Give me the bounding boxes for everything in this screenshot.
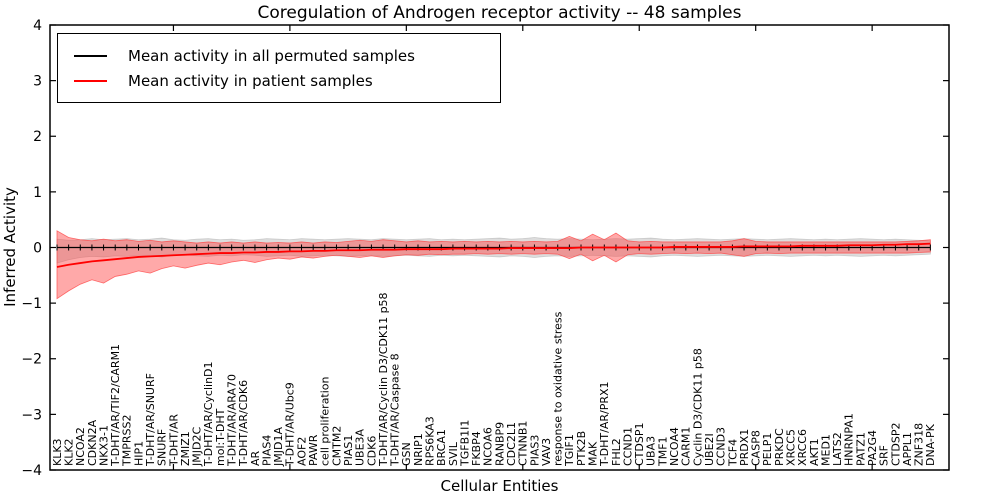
x-tick-label: CCND1 <box>621 427 634 466</box>
y-tick-label: 2 <box>33 129 42 145</box>
x-tick-label: mol:T-DHT <box>214 408 227 466</box>
legend: Mean activity in all permuted samples Me… <box>57 33 501 103</box>
chart-title: Coregulation of Androgen receptor activi… <box>257 3 742 23</box>
x-tick-label: XRCC6 <box>796 429 809 466</box>
legend-label-permuted: Mean activity in all permuted samples <box>128 46 415 65</box>
x-tick-label: FKBP4 <box>470 431 483 466</box>
x-tick-label: HIP1 <box>132 441 145 466</box>
x-tick-label: SVIL <box>447 441 460 466</box>
x-tick-label: PA2G4 <box>866 430 879 466</box>
permuted-line-swatch <box>74 54 107 57</box>
x-tick-label: MED1 <box>819 434 832 466</box>
x-tick-label: T-DHT/AR/Ubc9 <box>284 382 297 467</box>
x-tick-label: MAK <box>587 441 600 466</box>
x-tick-label: PATZ1 <box>854 432 867 466</box>
patient-line-swatch <box>74 79 107 82</box>
x-tick-label: GSN <box>400 442 413 466</box>
x-tick-label: response to oxidative stress <box>552 311 565 466</box>
x-tick-label: T-DHT/AR/TIF2/CARM1 <box>109 344 122 467</box>
x-tick-label: TCF4 <box>726 439 739 467</box>
x-tick-label: AR <box>249 450 262 466</box>
x-tick-label: JMJD1A <box>272 427 285 467</box>
patient-line <box>56 242 931 268</box>
x-tick-label: RANBP9 <box>493 422 506 466</box>
x-tick-label: T-DHT/AR/CyclinD1 <box>202 361 215 467</box>
x-tick-label: PRDX1 <box>738 429 751 466</box>
x-tick-label: CCND3 <box>715 427 728 466</box>
x-tick-label: T-DHT/AR/PRX1 <box>598 381 611 467</box>
x-tick-label: FHL2 <box>610 438 623 466</box>
x-tick-label: ZNF318 <box>913 423 926 466</box>
x-tick-label: T-DHT/AR/Cyclin D3/CDK11 p58 <box>377 292 390 467</box>
x-tick-label: CDK6 <box>365 436 378 466</box>
legend-label-patient: Mean activity in patient samples <box>128 71 373 90</box>
x-tick-label: T-DHT/AR/ARA70 <box>226 374 239 467</box>
x-tick-label: RPS6KA3 <box>423 416 436 466</box>
y-tick-label: 4 <box>33 18 42 34</box>
x-tick-label: VAV3 <box>540 438 553 466</box>
y-tick-label: 0 <box>33 240 42 256</box>
x-tick-label: JMJD2C <box>191 427 204 467</box>
x-tick-label: LATS2 <box>831 432 844 466</box>
x-tick-label: T-DHT/AR <box>167 414 180 467</box>
x-tick-label: UBE2I <box>703 433 716 466</box>
x-tick-label: CTDSP1 <box>633 423 646 466</box>
x-tick-label: AOF2 <box>295 437 308 466</box>
x-tick-label: TGFB1I1 <box>458 420 471 467</box>
x-tick-label: CASP8 <box>750 430 763 466</box>
x-tick-label: Cyclin D3/CDK11 p58 <box>691 348 704 466</box>
x-tick-label: CDC2L1 <box>505 422 518 466</box>
x-tick-label: XRCC5 <box>784 429 797 466</box>
x-tick-label: UBE3A <box>354 428 367 466</box>
x-axis-label: Cellular Entities <box>440 477 559 495</box>
x-tick-label: PIAS3 <box>528 435 541 466</box>
x-tick-label: NCOA2 <box>74 427 87 466</box>
x-tick-label: ZMIZ1 <box>179 431 192 466</box>
x-tick-label: CTNNB1 <box>517 421 530 466</box>
x-tick-label: SNURF <box>156 429 169 466</box>
x-tick-label: cell proliferation <box>319 376 332 466</box>
x-tick-label: TGIF1 <box>563 434 576 467</box>
x-tick-label: TMPRSS2 <box>121 415 134 467</box>
y-tick-label: −2 <box>21 352 42 368</box>
x-tick-label: BRCA1 <box>435 429 448 466</box>
x-tick-label: CMTM2 <box>330 426 343 466</box>
x-tick-label: NKX3-1 <box>97 425 110 466</box>
x-tick-label: PELP1 <box>761 433 774 466</box>
x-tick-label: KLK3 <box>51 438 64 466</box>
x-tick-label: CARM1 <box>680 427 693 466</box>
x-tick-label: SRF <box>878 445 891 466</box>
y-tick-label: 3 <box>33 74 42 90</box>
x-tick-label: CDKN2A <box>86 419 99 466</box>
x-tick-label: UBA3 <box>645 436 658 466</box>
y-axis-label: Inferred Activity <box>1 187 19 307</box>
legend-entry-permuted: Mean activity in all permuted samples <box>74 43 500 68</box>
x-tick-label: DNA-PK <box>924 423 937 466</box>
x-tick-label: CTDSP2 <box>889 423 902 466</box>
y-tick-label: −4 <box>21 463 42 479</box>
x-tick-label: HNRNPA1 <box>843 413 856 466</box>
x-tick-label: NCOA4 <box>668 427 681 466</box>
x-tick-label: NCOA6 <box>482 427 495 466</box>
x-tick-label: KLK2 <box>62 438 75 466</box>
x-tick-label: PRKDC <box>773 428 786 466</box>
y-tick-label: 1 <box>33 185 42 201</box>
x-tick-label: T-DHT/AR/SNURF <box>144 373 157 467</box>
x-tick-label: PAWR <box>307 434 320 466</box>
x-tick-label: TMF1 <box>656 436 669 467</box>
x-tick-label: PIAS1 <box>342 435 355 466</box>
x-tick-label: AKT1 <box>808 438 821 466</box>
x-tick-label: APPL1 <box>901 432 914 466</box>
legend-entry-patient: Mean activity in patient samples <box>74 68 500 93</box>
x-tick-label: PTK2B <box>575 431 588 466</box>
y-tick-label: −1 <box>21 296 42 312</box>
x-tick-label: NRIP1 <box>412 433 425 466</box>
x-tick-label: PIAS4 <box>260 435 273 466</box>
y-tick-label: −3 <box>21 407 42 423</box>
x-tick-label: T-DHT/AR/Caspase 8 <box>389 353 402 467</box>
x-tick-label: T-DHT/AR/CDK6 <box>237 380 250 467</box>
